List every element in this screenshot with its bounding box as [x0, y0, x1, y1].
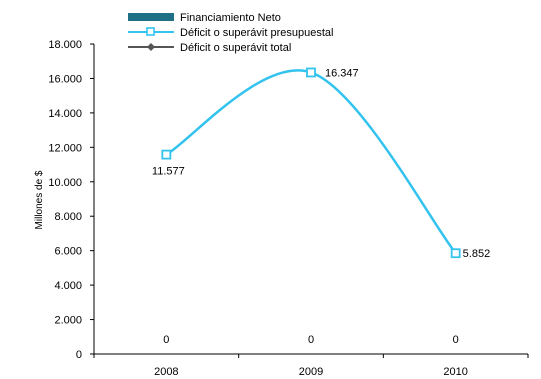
data-labels: 0 0 0 11.577 16.347 5.852 [152, 67, 490, 346]
x-tick-label: 2009 [299, 366, 323, 378]
legend: Financiamiento Neto Déficit o superávit … [128, 12, 333, 54]
y-tick-label: 12.000 [48, 142, 82, 154]
y-tick-label: 2.000 [54, 315, 82, 327]
legend-swatch-financiamiento [128, 13, 174, 21]
y-tick-label: 8.000 [54, 211, 82, 223]
legend-label-financiamiento: Financiamiento Neto [180, 12, 281, 24]
legend-marker-total [147, 43, 155, 51]
legend-marker-presupuestal [146, 27, 155, 36]
y-tick-label: 4.000 [54, 280, 82, 292]
x-ticks: 2008 2009 2010 [93, 354, 529, 378]
y-tick-label: 14.000 [48, 108, 82, 120]
x-tick-label: 2010 [443, 366, 467, 378]
legend-label-total: Déficit o superávit total [180, 42, 291, 54]
y-tick-label: 18.000 [48, 39, 82, 51]
y-tick-label: 16.000 [48, 73, 82, 85]
data-label-financiamiento: 0 [308, 334, 314, 346]
data-label-presupuestal: 16.347 [325, 67, 359, 79]
point-presupuestal [450, 248, 461, 259]
point-presupuestal [306, 67, 316, 78]
data-label-financiamiento: 0 [453, 334, 459, 346]
x-tick-label: 2008 [154, 366, 178, 378]
line-series [161, 67, 461, 259]
point-presupuestal [161, 149, 172, 160]
y-tick-label: 6.000 [54, 246, 82, 258]
data-label-presupuestal: 5.852 [463, 248, 491, 260]
data-label-financiamiento: 0 [163, 334, 169, 346]
line-presupuestal [165, 69, 457, 254]
y-tick-label: 10.000 [48, 177, 82, 189]
legend-label-presupuestal: Déficit o superávit presupuestal [180, 27, 333, 39]
data-label-presupuestal: 11.577 [152, 166, 185, 178]
y-tick-label: 0 [76, 349, 82, 361]
y-ticks: 0 2.000 4.000 6.000 8.000 10.000 12.000 14.000 1… [48, 39, 94, 361]
y-axis-title: Millones de $ [34, 170, 45, 229]
